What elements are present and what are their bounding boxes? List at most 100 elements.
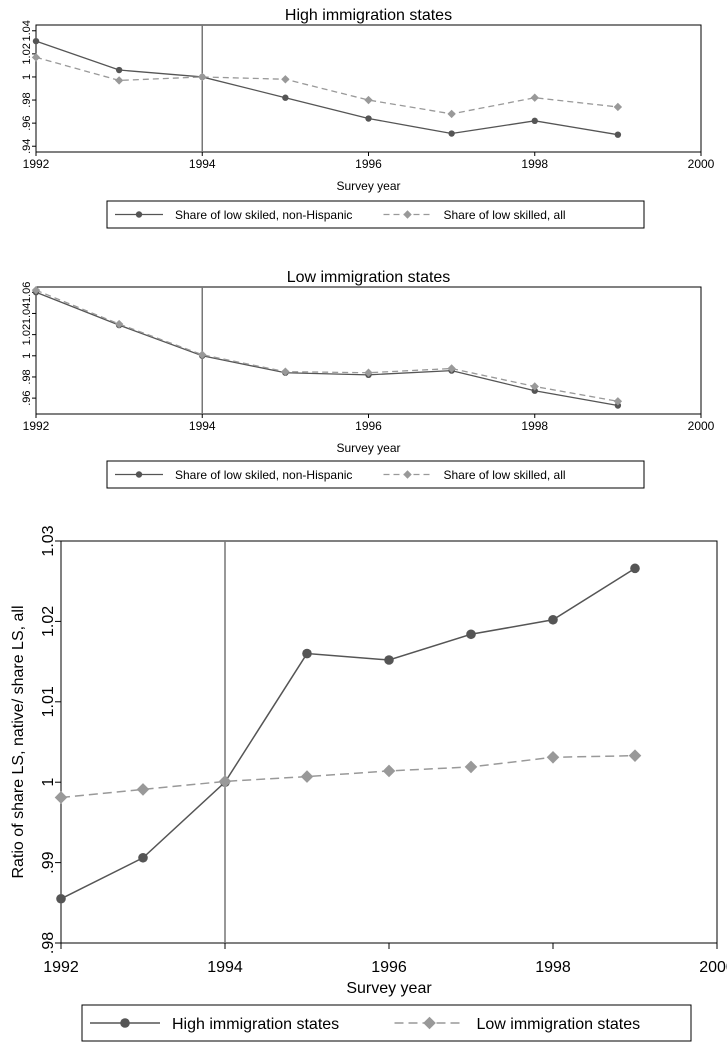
y-tick-label: .94 <box>21 139 33 154</box>
series-1-point <box>138 852 148 863</box>
y-axis-title: Ratio of share LS, native/ share LS, all <box>10 605 27 878</box>
legend-box <box>106 460 645 489</box>
series-2-point <box>31 285 41 295</box>
x-tick-label: 2000 <box>688 419 715 433</box>
series-2-point <box>628 749 642 762</box>
series-2-point <box>546 750 560 764</box>
series-2-point <box>364 368 373 377</box>
x-tick-label: 1998 <box>535 959 571 976</box>
y-tick-label: 1.06 <box>21 282 33 303</box>
legend-box <box>106 200 645 229</box>
series-1-point <box>384 655 394 665</box>
y-tick-label: .96 <box>21 390 33 405</box>
series-2-point <box>613 397 623 406</box>
series-1-point <box>32 37 40 45</box>
chart-3: 1992 1994 1996 1998 2000 Survey year .98 .99 1 1.… <box>10 525 727 1042</box>
y-tick-label: .98 <box>40 932 57 954</box>
series-2-point <box>613 102 623 112</box>
series-line-1 <box>35 40 618 136</box>
series-2-point <box>300 770 314 783</box>
series-1-point <box>448 130 455 137</box>
y-tick-label: 1.02 <box>21 324 33 345</box>
legend-label-2: Low immigration states <box>477 1016 641 1033</box>
x-tick-label: 1998 <box>521 419 548 433</box>
series-2-point <box>281 367 290 376</box>
series-1-point <box>614 402 622 409</box>
legend-marker-1 <box>120 1018 130 1028</box>
x-tick-label: 1994 <box>189 157 216 171</box>
y-tick-label: 1 <box>40 778 57 787</box>
series-1-point <box>56 893 66 904</box>
legend-box <box>81 1004 692 1042</box>
x-tick-label: 1992 <box>23 157 50 171</box>
chart-2: Low immigration states 1992 1994 1996 1998 20… <box>21 269 715 489</box>
series-1-point <box>466 629 476 640</box>
legend-marker-1 <box>135 211 143 218</box>
legend: Share of low skiled, non-Hispanic Share o… <box>106 460 645 489</box>
series-2-point <box>218 775 232 788</box>
x-tick-label: 1996 <box>355 419 382 433</box>
series-1-point <box>614 131 622 138</box>
series-2-point <box>114 76 124 85</box>
series-2-point <box>114 319 124 329</box>
series-2-point <box>136 783 150 796</box>
x-tick-label: 2000 <box>688 157 715 171</box>
series-1-point <box>548 614 558 625</box>
plot-frame <box>60 540 718 944</box>
y-tick-label: 1 <box>21 74 33 80</box>
plot-frame <box>35 24 702 153</box>
y-tick-label: .98 <box>21 92 33 107</box>
series-line-1 <box>35 291 618 407</box>
series-2-point <box>447 109 456 119</box>
series-line-2 <box>60 754 636 799</box>
series-1-point <box>302 648 312 659</box>
plot-frame <box>35 286 702 415</box>
series-2-point <box>281 75 290 84</box>
x-axis-title: Survey year <box>346 980 432 997</box>
series-2-point <box>31 53 41 62</box>
series-1-point <box>531 117 538 125</box>
series-2-point <box>464 760 478 774</box>
y-tick-label: 1.02 <box>40 606 57 637</box>
x-tick-label: 1992 <box>43 959 79 976</box>
y-tick-label: 1 <box>21 353 33 359</box>
series-2-point <box>198 350 207 359</box>
y-tick-label: .98 <box>21 369 33 384</box>
y-tick-label: .99 <box>40 851 57 873</box>
legend-label-1: Share of low skiled, non-Hispanic <box>175 468 352 482</box>
legend: Share of low skiled, non-Hispanic Share o… <box>106 200 645 229</box>
y-tick-label: .96 <box>21 115 33 130</box>
legend: High immigration states Low immigration s… <box>81 1004 692 1042</box>
series-1-point <box>115 66 123 74</box>
series-line-2 <box>35 289 618 402</box>
legend-label-1: High immigration states <box>172 1016 339 1033</box>
x-tick-label: 1996 <box>355 157 382 171</box>
series-1-point <box>365 115 372 122</box>
series-2-point <box>530 93 539 102</box>
series-1-point <box>630 563 640 574</box>
chart-title: Low immigration states <box>287 269 451 286</box>
y-tick-label: 1.01 <box>40 686 57 717</box>
chart-1: High immigration states 1992 1994 1996 1998 2… <box>21 7 715 229</box>
series-2-point <box>530 382 539 391</box>
series-2-point <box>447 364 456 373</box>
x-axis-title: Survey year <box>336 179 400 193</box>
y-tick-label: 1.04 <box>21 303 33 324</box>
x-tick-label: 1998 <box>521 157 548 171</box>
x-tick-label: 1992 <box>23 419 50 433</box>
series-2-point <box>382 764 396 778</box>
x-tick-label: 1996 <box>371 959 407 976</box>
x-tick-label: 1994 <box>207 959 243 976</box>
legend-label-2: Share of low skilled, all <box>444 468 566 482</box>
x-tick-label: 1994 <box>189 419 216 433</box>
series-line-1 <box>60 567 636 900</box>
legend-marker-2 <box>403 210 412 219</box>
chart-title: High immigration states <box>285 7 452 24</box>
y-tick-label: 1.04 <box>21 20 33 41</box>
series-line-2 <box>35 56 618 115</box>
y-tick-label: 1.02 <box>21 43 33 64</box>
series-2-point <box>198 72 207 82</box>
legend-marker-2 <box>403 470 412 479</box>
series-2-point <box>54 791 68 804</box>
